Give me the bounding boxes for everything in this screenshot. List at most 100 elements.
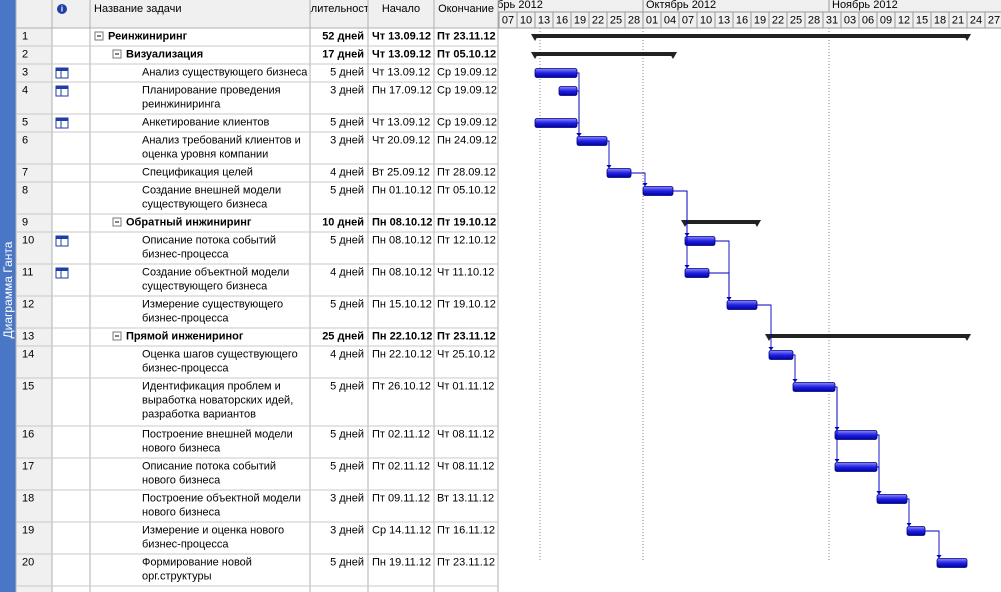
row-id: 4 xyxy=(22,84,28,96)
task-finish: Пт 16.11.12 xyxy=(437,524,495,536)
task-finish: Пт 23.11.12 xyxy=(437,30,496,42)
day-label: 28 xyxy=(808,14,820,26)
task-name: Планирование проведения xyxy=(142,84,281,96)
day-label: 22 xyxy=(592,14,604,26)
task-name: Измерение существующего xyxy=(142,298,283,310)
task-start: Пн 17.09.12 xyxy=(372,84,432,96)
task-name: Обратный инжиниринг xyxy=(126,216,252,228)
day-label: 03 xyxy=(844,14,856,26)
column-header: Окончание xyxy=(438,3,494,15)
task-name: Спецификация целей xyxy=(142,166,253,178)
task-finish: Ср 19.09.12 xyxy=(437,84,497,96)
task-name: бизнес-процесса xyxy=(142,538,229,550)
task-duration: 5 дней xyxy=(330,184,364,196)
summary-bar xyxy=(535,34,967,38)
task-name: бизнес-процесса xyxy=(142,362,229,374)
task-bar xyxy=(726,300,758,310)
dependency-arrow xyxy=(642,183,648,187)
summary-bar xyxy=(769,334,967,338)
info-icon-glyph: i xyxy=(61,5,63,14)
task-bar xyxy=(534,118,578,128)
task-start: Пн 22.10.12 xyxy=(372,330,432,342)
dependency-arrow xyxy=(726,297,732,301)
task-duration: 5 дней xyxy=(330,556,364,568)
task-name: нового бизнеса xyxy=(142,442,221,454)
info-icon xyxy=(57,4,67,14)
row-id: 9 xyxy=(22,216,28,228)
day-label: 09 xyxy=(880,14,892,26)
task-duration: 17 дней xyxy=(322,48,364,60)
task-bar xyxy=(906,526,926,536)
sidebar xyxy=(0,0,16,592)
day-label: 15 xyxy=(916,14,928,26)
task-duration: 3 дней xyxy=(330,492,364,504)
task-name: Формирование новой xyxy=(142,556,252,568)
row-id: 7 xyxy=(22,166,28,178)
dependency-arrow xyxy=(834,459,840,463)
task-duration: 5 дней xyxy=(330,298,364,310)
task-start: Чт 13.09.12 xyxy=(372,48,431,60)
day-label: 13 xyxy=(538,14,550,26)
day-label: 24 xyxy=(970,14,982,26)
day-label: 31 xyxy=(826,14,838,26)
day-label: 18 xyxy=(934,14,946,26)
task-finish: Пт 19.10.12 xyxy=(437,298,496,310)
task-start: Чт 13.09.12 xyxy=(372,30,431,42)
task-finish: Пт 28.09.12 xyxy=(437,166,496,178)
dependency-link xyxy=(673,190,688,267)
dependency-arrow xyxy=(684,265,690,269)
dependency-link xyxy=(577,90,580,135)
dependency-arrow xyxy=(906,523,912,527)
day-label: 10 xyxy=(520,14,532,26)
task-bar xyxy=(684,236,716,246)
row-id: 13 xyxy=(22,330,34,342)
timescale xyxy=(498,0,1001,28)
task-start: Пт 02.11.12 xyxy=(372,460,430,472)
task-duration: 4 дней xyxy=(330,266,364,278)
task-duration: 10 дней xyxy=(322,216,364,228)
task-start: Чт 20.09.12 xyxy=(372,134,430,146)
row-id: 20 xyxy=(22,556,34,568)
task-name: Анализ требований клиентов и xyxy=(142,134,301,146)
dependency-arrow xyxy=(876,491,882,495)
task-name: разработка вариантов xyxy=(142,408,256,420)
dependency-link xyxy=(835,386,838,461)
row-id: 10 xyxy=(22,234,34,246)
task-finish: Ср 19.09.12 xyxy=(437,116,497,128)
task-name: Анализ существующего бизнеса xyxy=(142,66,308,78)
id-column xyxy=(16,28,52,592)
task-duration: 3 дней xyxy=(330,524,364,536)
day-label: 06 xyxy=(862,14,874,26)
task-start: Ср 14.11.12 xyxy=(372,524,431,536)
task-bar xyxy=(642,186,674,196)
day-label: 16 xyxy=(556,14,568,26)
task-duration: 5 дней xyxy=(330,460,364,472)
task-start: Чт 13.09.12 xyxy=(372,66,430,78)
row-id: 12 xyxy=(22,298,34,310)
summary-end xyxy=(753,220,761,227)
task-icon-bar xyxy=(56,118,68,121)
task-bar xyxy=(576,136,608,146)
task-name: Анкетирование клиентов xyxy=(142,116,269,128)
task-finish: Чт 08.11.12 xyxy=(437,428,494,440)
day-label: 22 xyxy=(772,14,784,26)
day-label: 07 xyxy=(502,14,514,26)
summary-end xyxy=(963,34,971,41)
row-id: 6 xyxy=(22,134,28,146)
dependency-link xyxy=(709,272,730,299)
task-icon-bar xyxy=(56,86,68,89)
task-finish: Ср 19.09.12 xyxy=(437,66,497,78)
month-label: Ноябрь 2012 xyxy=(832,0,898,11)
day-label: 04 xyxy=(664,14,676,26)
task-bar xyxy=(534,68,578,78)
column-header: Длительность xyxy=(303,3,375,15)
task-finish: Пт 19.10.12 xyxy=(437,216,496,228)
task-duration: 52 дней xyxy=(322,30,364,42)
task-finish: Чт 08.11.12 xyxy=(437,460,494,472)
summary-bar xyxy=(535,52,673,56)
task-bar xyxy=(792,382,836,392)
task-finish: Пт 23.11.12 xyxy=(437,556,495,568)
day-label: 21 xyxy=(952,14,964,26)
task-start: Чт 13.09.12 xyxy=(372,116,430,128)
task-name: орг.структуры xyxy=(142,570,212,582)
